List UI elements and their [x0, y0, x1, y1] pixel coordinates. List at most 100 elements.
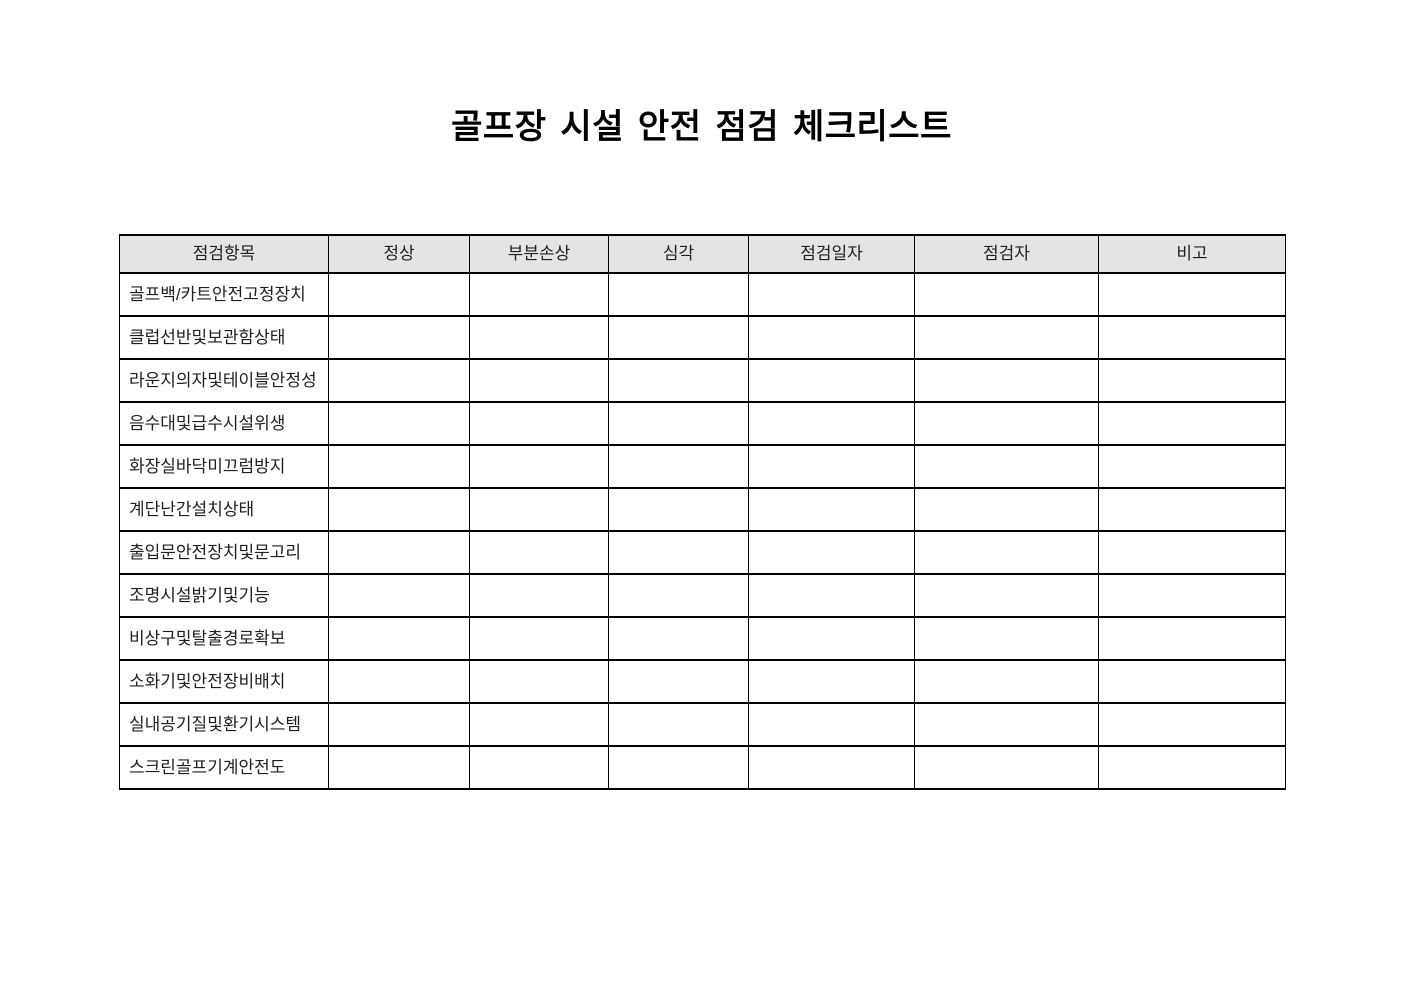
- cell-remarks: [1098, 358, 1286, 403]
- table-row: 골프백/카트안전고정장치: [119, 272, 1286, 317]
- cell-inspection_date: [748, 530, 915, 575]
- cell-item: 출입문안전장치및문고리: [119, 530, 329, 575]
- cell-severe: [608, 659, 749, 704]
- cell-inspector: [914, 358, 1099, 403]
- cell-inspection_date: [748, 315, 915, 360]
- table-row: 계단난간설치상태: [119, 487, 1286, 532]
- cell-normal: [328, 659, 470, 704]
- cell-severe: [608, 315, 749, 360]
- column-header-inspector: 점검자: [914, 234, 1099, 274]
- cell-remarks: [1098, 315, 1286, 360]
- cell-inspection_date: [748, 358, 915, 403]
- cell-inspection_date: [748, 702, 915, 747]
- header-row: 점검항목 정상 부분손상 심각 점검일자 점검자 비고: [119, 234, 1286, 274]
- column-header-inspection_date: 점검일자: [748, 234, 915, 274]
- cell-item: 라운지의자및테이블안정성: [119, 358, 329, 403]
- cell-normal: [328, 315, 470, 360]
- cell-partial_damage: [469, 530, 609, 575]
- cell-inspector: [914, 272, 1099, 317]
- cell-partial_damage: [469, 401, 609, 446]
- table-row: 비상구및탈출경로확보: [119, 616, 1286, 661]
- cell-inspection_date: [748, 616, 915, 661]
- cell-item: 클럽선반및보관함상태: [119, 315, 329, 360]
- cell-normal: [328, 358, 470, 403]
- cell-normal: [328, 444, 470, 489]
- table-row: 조명시설밝기및기능: [119, 573, 1286, 618]
- cell-partial_damage: [469, 272, 609, 317]
- cell-normal: [328, 745, 470, 790]
- table-body: 골프백/카트안전고정장치 클럽선반및보관함상태 라운지의자및테이블안정성 음수대및급수…: [119, 272, 1286, 790]
- cell-inspection_date: [748, 401, 915, 446]
- table-row: 클럽선반및보관함상태: [119, 315, 1286, 360]
- cell-inspection_date: [748, 272, 915, 317]
- cell-remarks: [1098, 745, 1286, 790]
- cell-item: 음수대및급수시설위생: [119, 401, 329, 446]
- cell-inspector: [914, 444, 1099, 489]
- cell-partial_damage: [469, 745, 609, 790]
- cell-inspector: [914, 401, 1099, 446]
- table-row: 출입문안전장치및문고리: [119, 530, 1286, 575]
- cell-normal: [328, 702, 470, 747]
- cell-partial_damage: [469, 315, 609, 360]
- cell-remarks: [1098, 530, 1286, 575]
- cell-partial_damage: [469, 616, 609, 661]
- cell-inspector: [914, 616, 1099, 661]
- cell-inspector: [914, 315, 1099, 360]
- cell-severe: [608, 573, 749, 618]
- cell-normal: [328, 487, 470, 532]
- cell-item: 스크린골프기계안전도: [119, 745, 329, 790]
- cell-inspection_date: [748, 444, 915, 489]
- cell-remarks: [1098, 444, 1286, 489]
- table-row: 스크린골프기계안전도: [119, 745, 1286, 790]
- column-header-remarks: 비고: [1098, 234, 1286, 274]
- cell-inspector: [914, 659, 1099, 704]
- cell-normal: [328, 573, 470, 618]
- cell-partial_damage: [469, 702, 609, 747]
- cell-remarks: [1098, 272, 1286, 317]
- cell-item: 화장실바닥미끄럼방지: [119, 444, 329, 489]
- cell-severe: [608, 272, 749, 317]
- cell-partial_damage: [469, 358, 609, 403]
- cell-item: 소화기및안전장비배치: [119, 659, 329, 704]
- table-row: 소화기및안전장비배치: [119, 659, 1286, 704]
- cell-remarks: [1098, 702, 1286, 747]
- cell-severe: [608, 358, 749, 403]
- cell-inspection_date: [748, 659, 915, 704]
- cell-severe: [608, 530, 749, 575]
- cell-inspector: [914, 530, 1099, 575]
- cell-remarks: [1098, 401, 1286, 446]
- column-header-partial_damage: 부분손상: [469, 234, 609, 274]
- cell-inspector: [914, 573, 1099, 618]
- cell-inspection_date: [748, 573, 915, 618]
- table-header: 점검항목 정상 부분손상 심각 점검일자 점검자 비고: [119, 234, 1286, 274]
- cell-severe: [608, 487, 749, 532]
- table-row: 라운지의자및테이블안정성: [119, 358, 1286, 403]
- cell-inspector: [914, 487, 1099, 532]
- document-title: 골프장 시설 안전 점검 체크리스트: [451, 108, 952, 146]
- cell-partial_damage: [469, 659, 609, 704]
- cell-partial_damage: [469, 573, 609, 618]
- cell-normal: [328, 530, 470, 575]
- cell-item: 골프백/카트안전고정장치: [119, 272, 329, 317]
- safety-checklist-table: 점검항목 정상 부분손상 심각 점검일자 점검자 비고 골프백/카트안전고정장치 클럽선반및보…: [119, 234, 1286, 790]
- table-row: 실내공기질및환기시스템: [119, 702, 1286, 747]
- table-row: 화장실바닥미끄럼방지: [119, 444, 1286, 489]
- column-header-item: 점검항목: [119, 234, 329, 274]
- cell-remarks: [1098, 659, 1286, 704]
- cell-item: 계단난간설치상태: [119, 487, 329, 532]
- cell-partial_damage: [469, 444, 609, 489]
- cell-normal: [328, 401, 470, 446]
- cell-severe: [608, 745, 749, 790]
- cell-item: 비상구및탈출경로확보: [119, 616, 329, 661]
- cell-inspector: [914, 702, 1099, 747]
- column-header-severe: 심각: [608, 234, 749, 274]
- cell-severe: [608, 616, 749, 661]
- column-header-normal: 정상: [328, 234, 470, 274]
- cell-remarks: [1098, 573, 1286, 618]
- cell-item: 조명시설밝기및기능: [119, 573, 329, 618]
- cell-remarks: [1098, 616, 1286, 661]
- cell-severe: [608, 702, 749, 747]
- cell-partial_damage: [469, 487, 609, 532]
- cell-severe: [608, 444, 749, 489]
